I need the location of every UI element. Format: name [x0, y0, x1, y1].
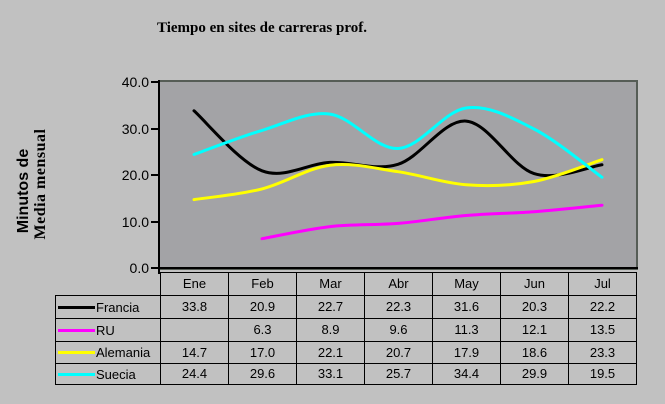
table-cell: 20.3: [500, 295, 569, 319]
table-cell: 33.1: [296, 363, 365, 385]
legend-label: Francia: [96, 299, 140, 315]
table-cell: 29.6: [228, 363, 297, 385]
table-cell: 18.6: [500, 341, 569, 364]
legend-line-swatch: [58, 328, 95, 332]
legend-line-swatch: [58, 372, 95, 376]
legend-item: Francia: [55, 295, 161, 319]
table-cell: 6.3: [228, 318, 297, 342]
table-cell: 25.7: [364, 363, 433, 385]
y-tick-label: 20.0: [121, 167, 149, 183]
table-cell: 20.7: [364, 341, 433, 364]
y-tick-label: 30.0: [121, 120, 149, 137]
y-tick-mark: [151, 174, 159, 176]
legend-item: RU: [55, 318, 161, 342]
table-cell: 17.0: [228, 341, 297, 364]
y-tick-label: 10.0: [121, 213, 149, 230]
table-cell: 8.9: [296, 318, 365, 342]
table-cell: 33.8: [160, 295, 229, 319]
table-cell: 22.7: [296, 295, 365, 319]
table-cell: 29.9: [500, 363, 569, 385]
table-cell: 31.6: [432, 295, 501, 319]
table-cell: 17.9: [432, 341, 501, 364]
column-header: May: [432, 272, 501, 296]
chart-title: Tiempo en sites de carreras prof.: [157, 20, 367, 36]
table-cell: 22.3: [364, 295, 433, 319]
table-cell: 14.7: [160, 341, 229, 364]
y-tick-mark: [151, 127, 159, 130]
legend-label: Alemania: [96, 345, 151, 360]
table-cell: 22.2: [568, 295, 637, 319]
legend-line-swatch: [58, 351, 95, 354]
y-tick-mark: [151, 267, 159, 269]
y-tick-mark: [151, 220, 159, 223]
y-tick-label: 0.0: [129, 260, 149, 276]
category-axis-line: [158, 267, 638, 269]
legend-line-swatch: [58, 305, 95, 309]
plot-area: [158, 80, 638, 270]
y-axis-title-line-1: Minutos de: [15, 148, 32, 234]
table-cell: 24.4: [160, 363, 229, 385]
legend-item: Suecia: [55, 363, 161, 385]
y-tick-mark: [151, 81, 159, 83]
column-header: Jun: [500, 272, 569, 296]
column-header: Ene: [160, 272, 229, 296]
table-cell: 9.6: [364, 318, 433, 342]
legend-label: RU: [96, 322, 115, 338]
table-cell: 34.4: [432, 363, 501, 385]
legend-item: Alemania: [55, 341, 161, 364]
table-cell: [160, 318, 229, 342]
table-cell: 20.9: [228, 295, 297, 319]
legend-label: Suecia: [96, 366, 136, 382]
column-header: Jul: [568, 272, 637, 296]
table-cell: 23.3: [568, 341, 637, 364]
y-axis-title-line-2: Media mensual: [32, 128, 49, 240]
table-cell: 11.3: [432, 318, 501, 342]
table-cell: 13.5: [568, 318, 637, 342]
table-cell: 12.1: [500, 318, 569, 342]
column-header: Mar: [296, 272, 365, 296]
column-header: Abr: [364, 272, 433, 296]
table-cell: 19.5: [568, 363, 637, 385]
column-header: Feb: [228, 272, 297, 296]
value-axis-line: [158, 80, 160, 274]
y-tick-label: 40.0: [121, 74, 149, 90]
table-cell: 22.1: [296, 341, 365, 364]
